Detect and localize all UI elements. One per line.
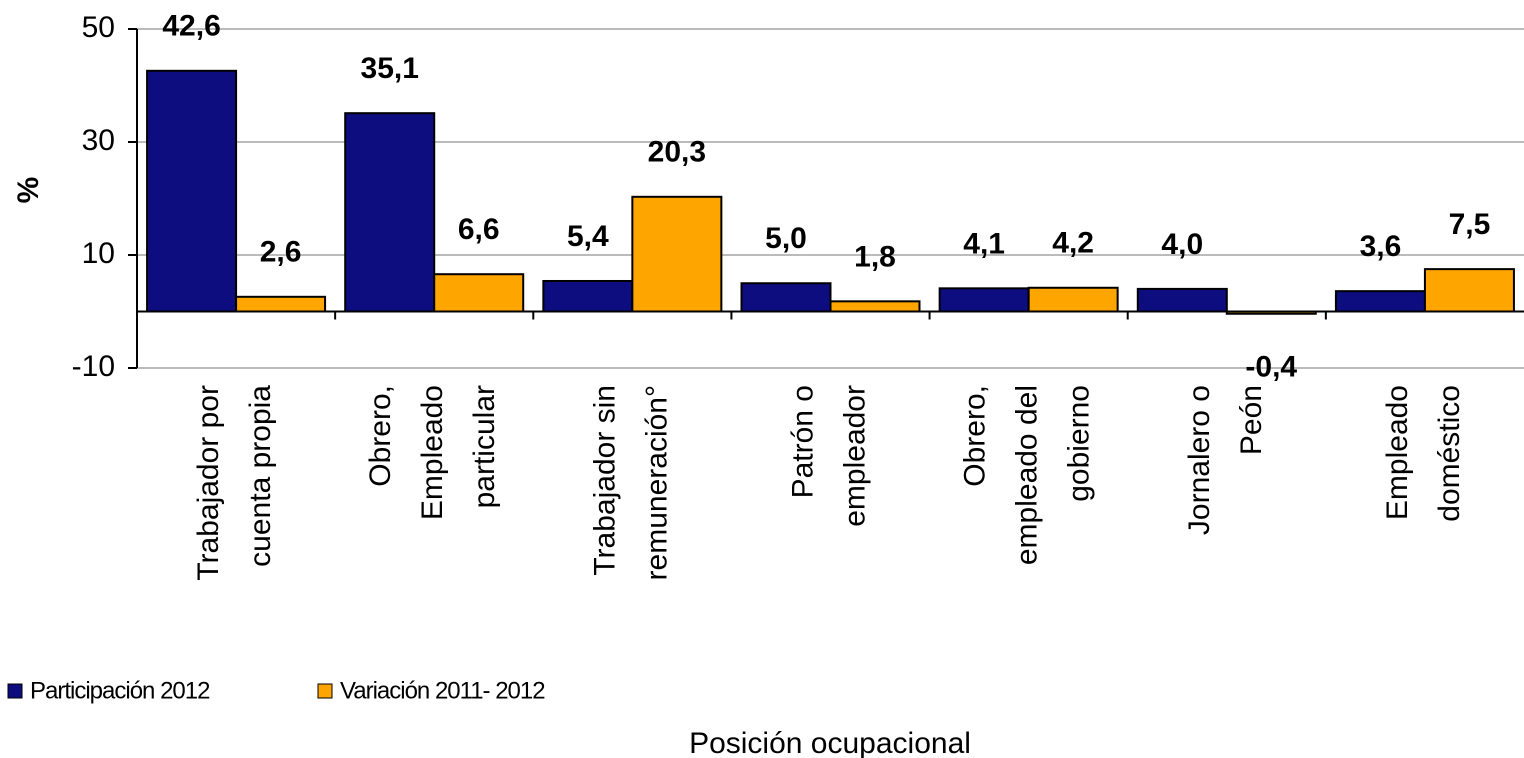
bar [1423, 268, 1515, 313]
bar [542, 279, 634, 313]
bar [146, 69, 238, 313]
legend-label: Variación 2011- 2012 [340, 677, 545, 704]
bar [433, 273, 525, 313]
y-tick-label: 50 [82, 11, 115, 44]
bar [829, 300, 921, 313]
bar [938, 287, 1030, 313]
bar [344, 112, 436, 313]
value-label: 4,1 [963, 227, 1005, 260]
x-tick-label: Jornalero o Peón [1183, 385, 1268, 535]
bar [1027, 286, 1119, 313]
bar [1136, 287, 1228, 313]
y-tick-label: 30 [82, 124, 115, 157]
value-label: 20,3 [648, 136, 706, 169]
x-tick-label: Trabajador por cuenta propia [192, 385, 277, 581]
x-tick-label: Obrero, Empleado particular [364, 385, 501, 520]
y-axis-label: % [12, 177, 45, 204]
value-label: 5,4 [567, 220, 609, 253]
value-label: 42,6 [162, 10, 220, 43]
bar [631, 195, 723, 313]
x-tick-label: Empleado doméstico [1381, 385, 1466, 522]
y-tick-label: -10 [72, 350, 115, 383]
value-label: 5,0 [765, 222, 807, 255]
value-label: 3,6 [1360, 230, 1402, 263]
value-label: 4,2 [1052, 227, 1094, 260]
value-label: -0,4 [1245, 351, 1297, 384]
value-label: 2,6 [260, 236, 302, 269]
legend-label: Participación 2012 [30, 677, 210, 704]
x-tick-label: Obrero, empleado del gobierno [959, 385, 1096, 565]
y-tick-label: 10 [82, 237, 115, 270]
value-label: 1,8 [854, 240, 896, 273]
bar [235, 295, 327, 313]
value-label: 6,6 [458, 213, 500, 246]
value-label: 7,5 [1449, 208, 1491, 241]
legend-swatch [317, 683, 333, 699]
x-tick-label: Patrón o empleador [786, 385, 871, 527]
value-label: 4,0 [1161, 228, 1203, 261]
x-axis-label: Posición ocupacional [689, 727, 971, 758]
bar [1334, 290, 1426, 313]
bar [740, 282, 832, 313]
x-tick-label: Trabajador sin remuneración° [588, 385, 673, 580]
value-label: 35,1 [361, 52, 419, 85]
legend-swatch [7, 683, 23, 699]
